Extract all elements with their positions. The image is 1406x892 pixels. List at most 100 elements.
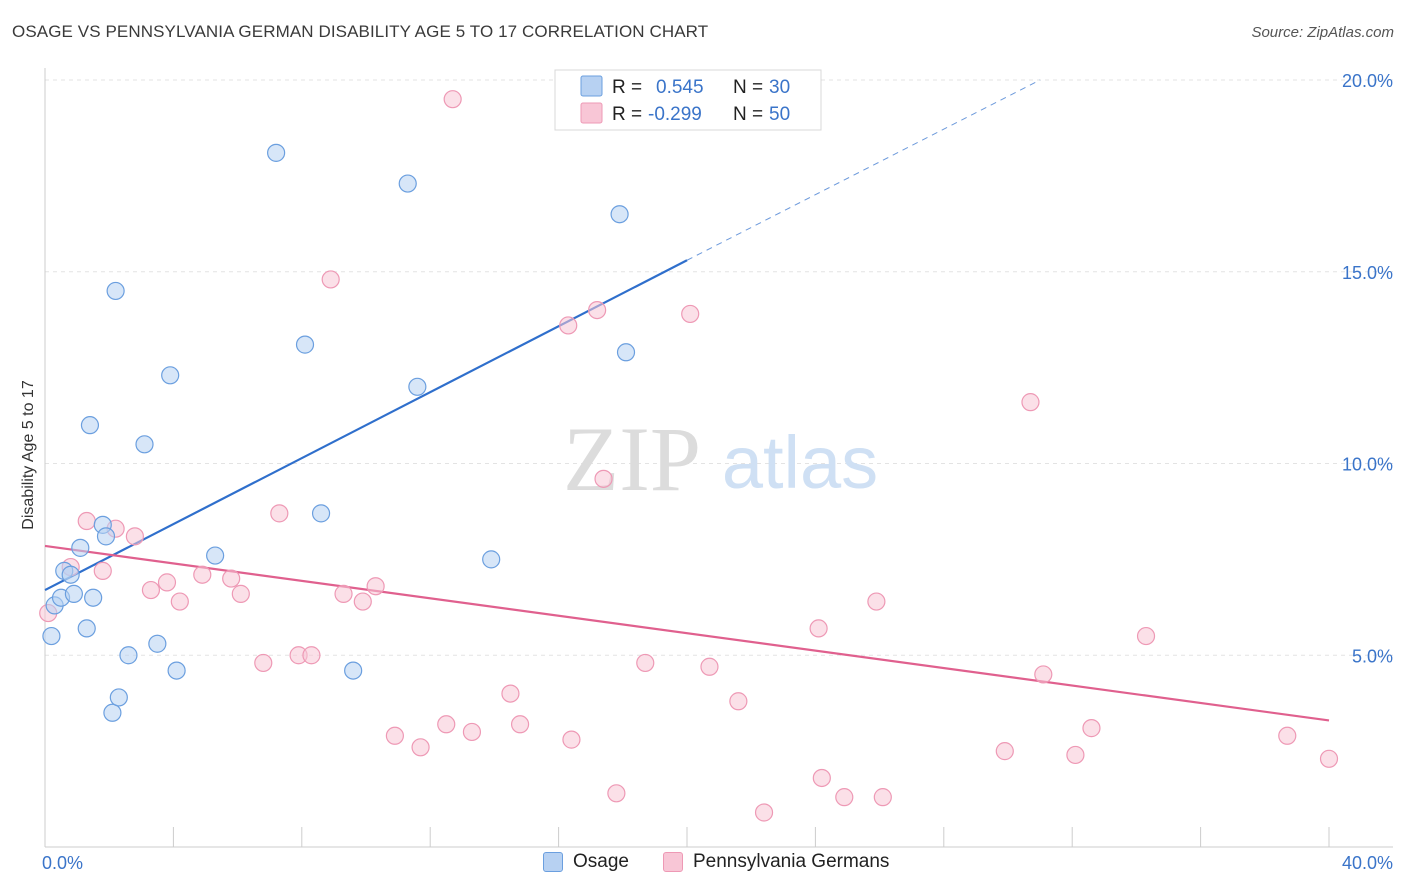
point-0-29 <box>616 343 636 362</box>
point-0-13 <box>109 688 128 707</box>
point-0-4 <box>61 565 80 584</box>
tick-labels: 5.0% 10.0% 15.0% 20.0% 0.0% 40.0% <box>42 71 1393 873</box>
point-0-15 <box>106 281 125 301</box>
y-tick-label-3: 20.0% <box>1342 71 1393 91</box>
point-1-39 <box>835 788 854 807</box>
legend-r-value-osage: 0.545 <box>656 77 704 98</box>
grid <box>45 79 1393 656</box>
point-1-18 <box>353 592 372 611</box>
point-1-8 <box>170 592 189 611</box>
point-1-9 <box>193 565 212 584</box>
legend-n-value-osage: 30 <box>769 77 790 98</box>
bottom-legend-swatch-osage <box>543 852 563 872</box>
bottom-legend-item-osage: Osage <box>543 851 629 873</box>
point-0-0 <box>42 626 61 646</box>
point-0-12 <box>103 703 122 722</box>
chart-title: OSAGE VS PENNSYLVANIA GERMAN DISABILITY … <box>12 22 709 41</box>
point-1-27 <box>559 316 578 335</box>
watermark-atlas: atlas <box>722 421 878 504</box>
point-0-14 <box>119 646 138 665</box>
legend-swatch-pennsylvania-germans <box>580 102 603 124</box>
point-1-24 <box>462 722 482 742</box>
point-0-27 <box>482 550 501 569</box>
bottom-legend: Osage Pennsylvania Germans <box>0 851 1406 879</box>
point-1-13 <box>270 504 289 523</box>
point-0-7 <box>77 619 96 638</box>
point-1-30 <box>594 469 613 488</box>
point-1-44 <box>1034 665 1053 684</box>
bottom-legend-item-pennsylvania-germans: Pennsylvania Germans <box>663 851 889 873</box>
point-1-37 <box>809 619 828 638</box>
legend-r-value-pennsylvania-germans: -0.299 <box>648 104 702 125</box>
point-0-25 <box>398 174 417 193</box>
point-0-16 <box>135 435 154 454</box>
point-1-33 <box>681 304 700 324</box>
point-1-46 <box>1082 719 1101 738</box>
point-0-18 <box>161 366 180 385</box>
point-1-3 <box>93 561 112 580</box>
point-1-48 <box>1278 726 1297 745</box>
trend-line-0 <box>44 259 688 592</box>
point-1-6 <box>141 580 161 600</box>
point-1-25 <box>501 684 520 703</box>
point-1-26 <box>510 715 530 734</box>
trend-line-extension-0 <box>686 79 1041 261</box>
point-1-22 <box>437 715 456 734</box>
point-1-16 <box>321 270 340 289</box>
point-1-2 <box>77 511 96 531</box>
legend-swatch-osage <box>580 75 603 97</box>
point-0-21 <box>267 143 286 162</box>
point-1-31 <box>607 784 626 803</box>
point-1-17 <box>334 584 353 603</box>
watermark-zip: ZIP <box>563 408 701 510</box>
point-1-11 <box>231 584 250 603</box>
point-1-29 <box>588 301 607 320</box>
point-1-49 <box>1319 749 1339 768</box>
point-1-19 <box>366 577 385 596</box>
bottom-legend-swatch-pennsylvania-germans <box>663 852 683 872</box>
bottom-legend-label-osage: Osage <box>573 851 629 872</box>
y-axis-label: Disability Age 5 to 17 <box>20 380 37 530</box>
point-0-26 <box>408 377 427 396</box>
watermark: ZIP atlas <box>563 408 878 510</box>
trend-lines <box>44 79 1330 722</box>
axes <box>44 68 1393 848</box>
point-0-5 <box>64 584 83 603</box>
legend-n-label-pennsylvania-germans: N = <box>733 104 763 125</box>
point-1-10 <box>222 569 241 588</box>
x-tick-label-0: 0.0% <box>42 853 83 873</box>
point-1-35 <box>729 692 748 711</box>
point-1-5 <box>125 527 144 546</box>
point-1-43 <box>1021 393 1040 412</box>
point-1-21 <box>411 738 430 757</box>
point-1-28 <box>562 730 581 749</box>
legend-r-label-pennsylvania-germans: R = <box>612 104 642 125</box>
y-tick-label-2: 15.0% <box>1342 263 1393 283</box>
point-1-42 <box>995 742 1014 761</box>
bottom-legend-label-pennsylvania-germans: Pennsylvania Germans <box>693 851 890 872</box>
x-tick-label-1: 40.0% <box>1342 853 1393 873</box>
legend-n-value-pennsylvania-germans: 50 <box>769 104 790 125</box>
point-1-41 <box>873 788 892 807</box>
point-0-9 <box>80 416 100 435</box>
point-0-11 <box>96 527 116 546</box>
point-1-15 <box>302 646 321 665</box>
point-0-23 <box>311 504 331 523</box>
source-label: Source: ZipAtlas.com <box>1251 24 1394 41</box>
trend-line-1 <box>44 544 1330 722</box>
point-1-12 <box>254 653 273 673</box>
legend-box: R = 0.545 N = 30 R = -0.299 N = 50 <box>554 69 822 131</box>
point-0-24 <box>344 661 363 680</box>
point-1-40 <box>867 592 886 611</box>
point-0-28 <box>610 205 629 224</box>
legend-n-label-osage: N = <box>733 77 763 98</box>
point-1-34 <box>700 657 719 676</box>
point-1-36 <box>754 803 774 822</box>
point-0-19 <box>167 661 186 680</box>
point-1-20 <box>385 726 404 745</box>
point-0-6 <box>71 538 90 557</box>
point-1-45 <box>1066 745 1085 765</box>
y-tick-label-0: 5.0% <box>1352 646 1393 666</box>
point-1-47 <box>1136 626 1156 646</box>
